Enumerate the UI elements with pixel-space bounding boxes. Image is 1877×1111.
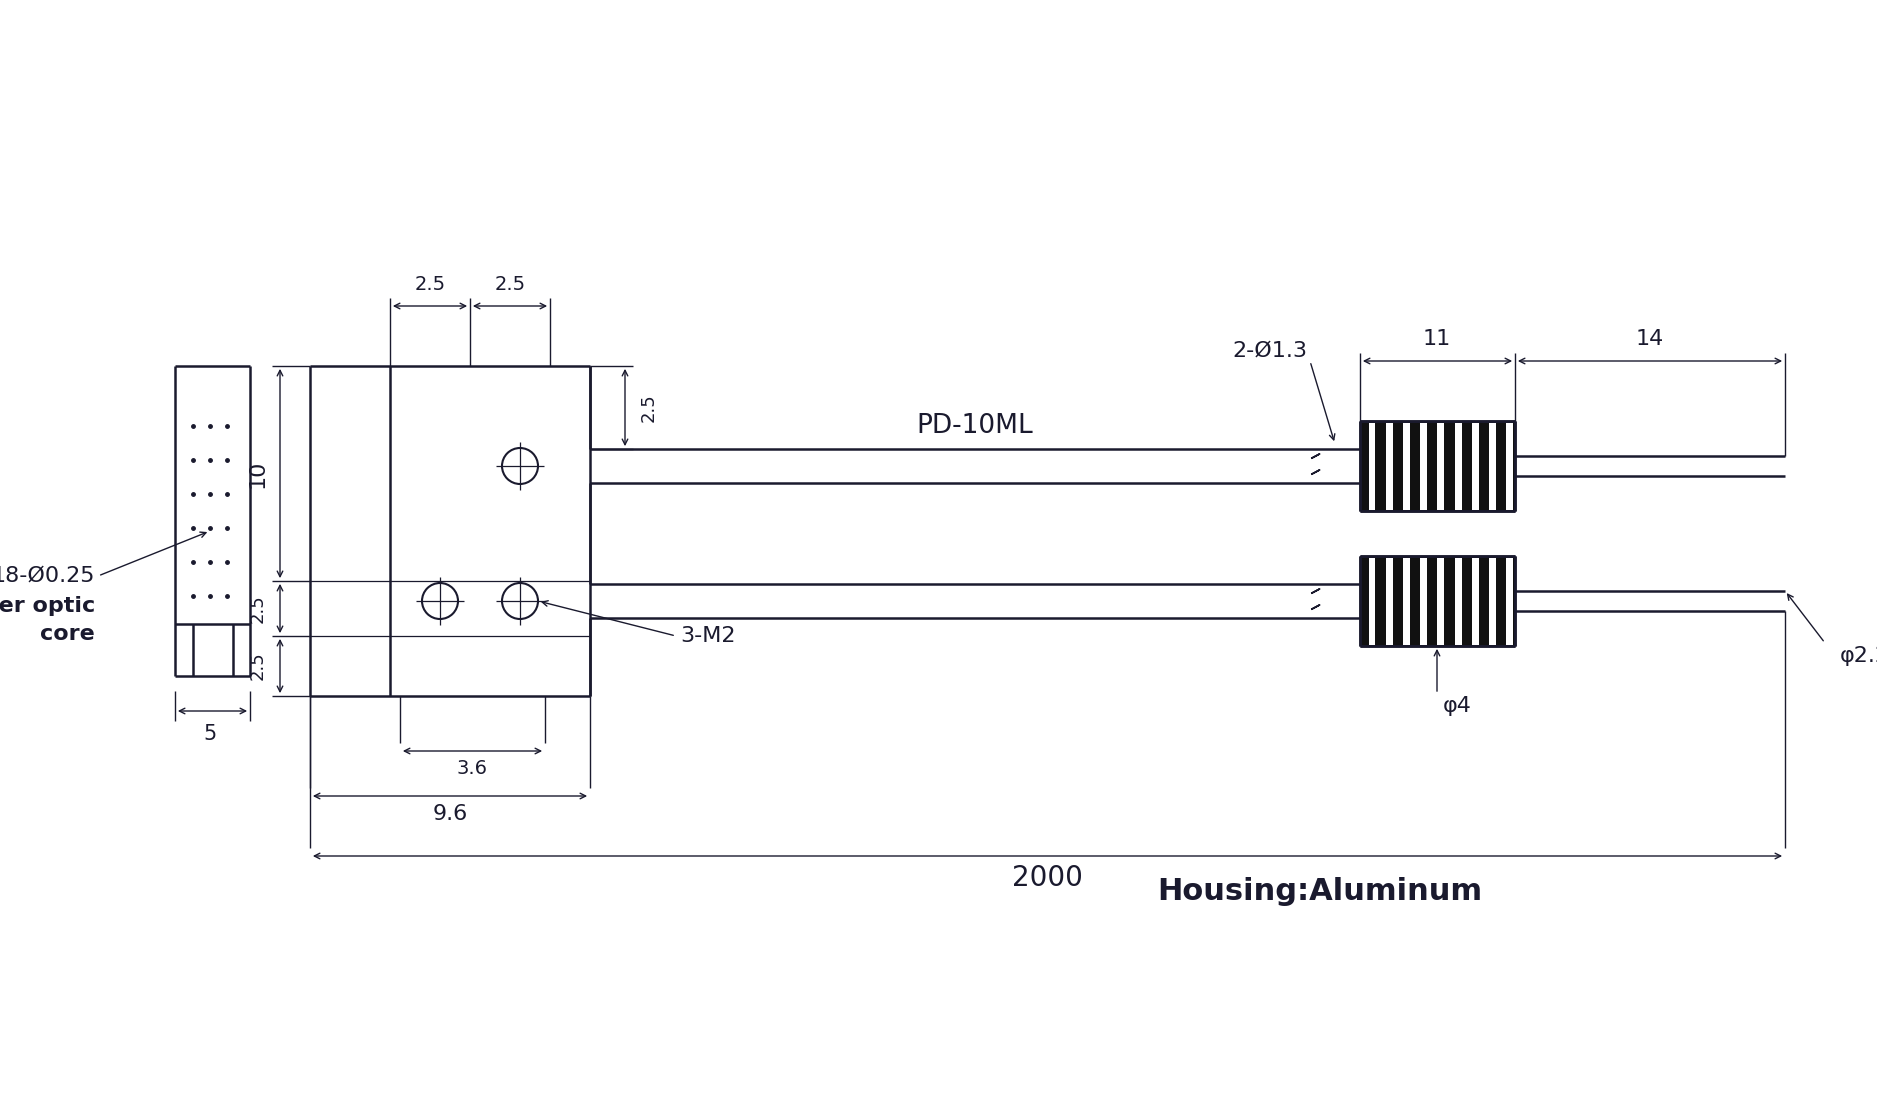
Bar — [1402, 422, 1410, 510]
Bar — [1472, 422, 1479, 510]
Text: 10: 10 — [248, 460, 268, 488]
Bar — [1507, 422, 1513, 510]
Bar — [1472, 558, 1479, 644]
Bar — [1385, 422, 1393, 510]
Bar — [1361, 421, 1515, 511]
Bar — [1455, 422, 1462, 510]
Text: 2-Ø1.3: 2-Ø1.3 — [1233, 341, 1308, 361]
Text: φ4: φ4 — [1443, 695, 1472, 715]
Text: 3-M2: 3-M2 — [679, 625, 736, 645]
Bar — [1455, 558, 1462, 644]
Text: Housing:Aluminum: Housing:Aluminum — [1158, 877, 1483, 905]
Bar — [1421, 422, 1427, 510]
Bar — [1368, 558, 1376, 644]
Bar — [1402, 558, 1410, 644]
Text: core: core — [39, 624, 96, 644]
Text: φ2.2: φ2.2 — [1839, 645, 1877, 665]
Bar — [1421, 558, 1427, 644]
Text: 2.5: 2.5 — [415, 274, 445, 293]
Bar — [1488, 558, 1496, 644]
Bar — [1438, 422, 1445, 510]
Text: 2.5: 2.5 — [250, 652, 267, 680]
Bar — [1368, 422, 1376, 510]
Bar — [1488, 422, 1496, 510]
Text: 18-Ø0.25: 18-Ø0.25 — [0, 565, 96, 585]
Text: 3.6: 3.6 — [456, 760, 488, 779]
Text: 9.6: 9.6 — [432, 804, 467, 824]
Text: 14: 14 — [1637, 329, 1665, 349]
Text: PD-10ML: PD-10ML — [916, 413, 1034, 439]
Text: 2.5: 2.5 — [494, 274, 526, 293]
Text: 5: 5 — [203, 724, 216, 744]
Text: 2000: 2000 — [1012, 864, 1083, 892]
Bar — [1361, 556, 1515, 645]
Bar — [1507, 558, 1513, 644]
Bar — [1438, 558, 1445, 644]
Text: Fiber optic: Fiber optic — [0, 595, 96, 615]
Text: 11: 11 — [1423, 329, 1451, 349]
Bar — [1385, 558, 1393, 644]
Text: 2.5: 2.5 — [250, 594, 267, 623]
Text: 2.5: 2.5 — [640, 393, 659, 422]
